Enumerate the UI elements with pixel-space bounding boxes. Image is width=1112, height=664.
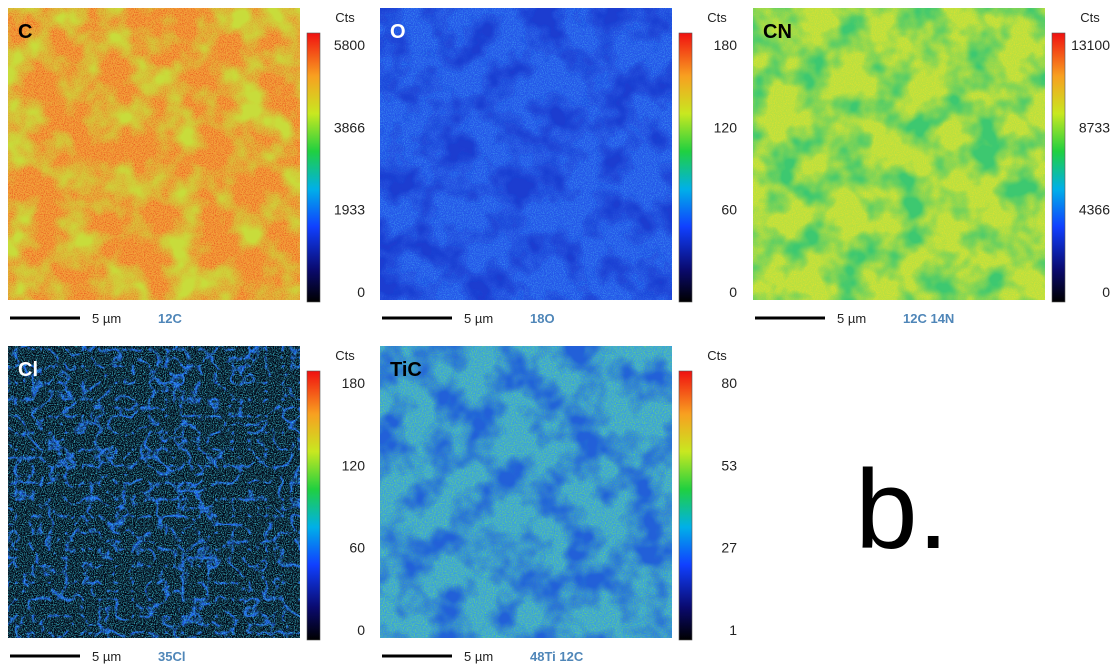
colorbar	[1051, 32, 1066, 303]
colorbar-tick: 13100	[1071, 37, 1110, 53]
scale-label: 5 µm	[464, 649, 493, 664]
ion-label: 12C	[158, 311, 182, 326]
panel: C Cts 5800 3866 1933 0 5 µm 12C	[8, 8, 365, 326]
colorbar	[678, 370, 693, 641]
colorbar-tick: 0	[357, 284, 365, 300]
colorbar-tick: 1933	[334, 202, 365, 218]
scale-label: 5 µm	[837, 311, 866, 326]
panel-label: C	[18, 21, 32, 43]
colorbar-tick: 1	[729, 622, 737, 638]
panel-label: O	[390, 21, 406, 43]
panel-label: Cl	[18, 359, 38, 381]
colorbar-tick: 4366	[1079, 202, 1110, 218]
colorbar-unit: Cts	[335, 10, 355, 25]
figure-label: b.	[855, 447, 948, 572]
ion-label: 35Cl	[158, 649, 185, 664]
colorbar-tick: 27	[721, 540, 737, 556]
panel-label: TiC	[390, 359, 422, 381]
panel: CN Cts 13100 8733 4366 0 5 µm 12C 14N	[753, 8, 1110, 326]
scale-label: 5 µm	[92, 649, 121, 664]
colorbar-tick: 8733	[1079, 119, 1110, 135]
colorbar-unit: Cts	[335, 348, 355, 363]
panel-label: CN	[763, 21, 792, 43]
colorbar-tick: 80	[721, 375, 737, 391]
map-texture	[753, 8, 1045, 300]
panel: O Cts 180 120 60 0 5 µm 18O	[380, 8, 737, 326]
map-texture	[380, 8, 672, 300]
colorbar	[678, 32, 693, 303]
panel: TiC Cts 80 53 27 1 5 µm 48Ti 12C	[380, 346, 737, 664]
ion-label: 12C 14N	[903, 311, 954, 326]
map-texture	[8, 346, 300, 638]
colorbar-tick: 0	[729, 284, 737, 300]
colorbar-tick: 5800	[334, 37, 365, 53]
map-texture	[8, 8, 300, 300]
scale-label: 5 µm	[92, 311, 121, 326]
panel: Cl Cts 180 120 60 0 5 µm 35Cl	[8, 346, 365, 664]
ion-label: 18O	[530, 311, 555, 326]
colorbar-tick: 53	[721, 457, 737, 473]
colorbar-tick: 60	[721, 202, 737, 218]
colorbar	[306, 32, 321, 303]
colorbar-tick: 120	[714, 119, 738, 135]
colorbar-unit: Cts	[1080, 10, 1100, 25]
colorbar-tick: 180	[342, 375, 366, 391]
colorbar-unit: Cts	[707, 10, 727, 25]
map-texture	[380, 346, 672, 638]
scale-label: 5 µm	[464, 311, 493, 326]
colorbar-tick: 180	[714, 37, 738, 53]
colorbar-tick: 0	[357, 622, 365, 638]
colorbar-tick: 3866	[334, 119, 365, 135]
ion-label: 48Ti 12C	[530, 649, 584, 664]
colorbar-tick: 120	[342, 457, 366, 473]
colorbar-unit: Cts	[707, 348, 727, 363]
colorbar-tick: 60	[349, 540, 365, 556]
colorbar	[306, 370, 321, 641]
colorbar-tick: 0	[1102, 284, 1110, 300]
